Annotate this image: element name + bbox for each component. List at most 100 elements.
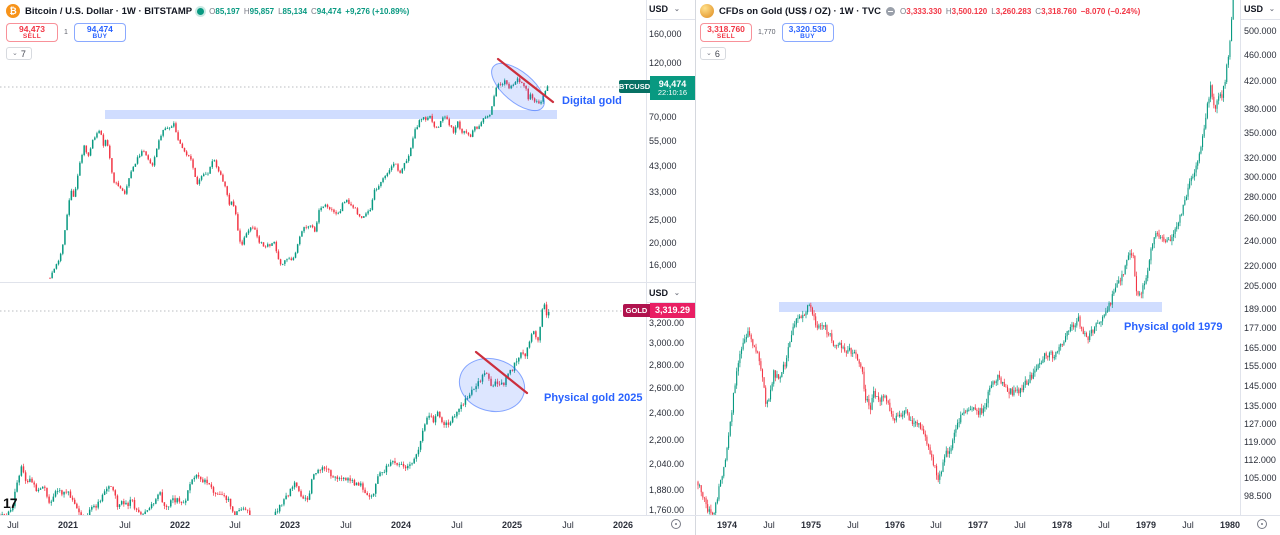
scales-settings-icon[interactable] <box>671 519 681 529</box>
price-scale-currency-button[interactable]: USD ⌄ <box>649 288 680 298</box>
scale-header-underline <box>646 302 695 303</box>
time-axis-border <box>0 515 1280 516</box>
up-candle-bodies <box>1 304 550 515</box>
right-price-scale-separator <box>1240 0 1241 515</box>
btc-sell-button[interactable]: 94,473 SELL <box>6 23 58 42</box>
price-tick-label: 2,600.00 <box>649 383 685 393</box>
time-axis-month-label: Jul <box>7 520 19 530</box>
chevron-down-icon: ⌄ <box>706 50 712 57</box>
time-axis-year-label: 2021 <box>57 520 79 530</box>
price-tick-label: 2,040.00 <box>649 459 685 469</box>
price-tick-label: 460.000 <box>1244 50 1277 60</box>
btc-change: +9,276 (+10.89%) <box>345 6 410 16</box>
price-tick-label: 177.000 <box>1244 323 1277 333</box>
down-candle-wicks <box>49 77 540 279</box>
left-price-scale-separator <box>646 0 647 515</box>
btc-spread: 1 <box>64 29 68 36</box>
gold-ohlc-values: O3,333.330 H3,500.120 L3,260.283 C3,318.… <box>900 6 1141 16</box>
btc-header: ₿ Bitcoin / U.S. Dollar · 1W · BITSTAMP … <box>6 3 409 60</box>
gold-1979-chart-canvas[interactable] <box>697 0 1238 515</box>
gold-change: −8.070 (−0.24%) <box>1080 6 1141 16</box>
market-closed-icon[interactable] <box>886 6 896 16</box>
time-axis-year-label: 1979 <box>1135 520 1157 530</box>
bitcoin-icon: ₿ <box>6 4 20 18</box>
price-tick-label: 1,760.00 <box>649 505 685 515</box>
price-tick-label: 145.000 <box>1244 381 1277 391</box>
down-candle-bodies <box>697 85 1223 515</box>
up-candle-bodies <box>51 78 549 279</box>
gold-spread: 1,770 <box>758 29 776 36</box>
market-open-icon[interactable] <box>197 7 205 15</box>
down-candle-wicks <box>0 301 547 515</box>
last-price-tag: 94,474 22:10:16 <box>650 76 695 100</box>
time-axis-month-label: Jul <box>119 520 131 530</box>
btc-chart-canvas[interactable] <box>0 0 640 283</box>
time-axis-month-label: Jul <box>1182 520 1194 530</box>
price-tick-label: 16,000 <box>649 260 677 270</box>
ellipse-drawing[interactable] <box>453 351 530 418</box>
time-axis-year-label: 2022 <box>169 520 191 530</box>
time-axis-month-label: Jul <box>1098 520 1110 530</box>
btc-symbol-title[interactable]: Bitcoin / U.S. Dollar · 1W · BITSTAMP <box>25 5 193 17</box>
chevron-down-icon: ⌄ <box>674 290 680 297</box>
time-axis-year-label: 2025 <box>501 520 523 530</box>
time-axis-month-label: Jul <box>1014 520 1026 530</box>
price-tick-label: 3,000.00 <box>649 338 685 348</box>
chevron-down-icon: ⌄ <box>12 50 18 57</box>
price-scale-currency-button[interactable]: USD ⌄ <box>649 4 680 14</box>
price-tick-label: 350.000 <box>1244 128 1277 138</box>
price-tick-label: 2,800.00 <box>649 360 685 370</box>
down-candle-bodies <box>3 304 548 515</box>
gold-2025-chart-canvas[interactable] <box>0 283 640 515</box>
time-axis-month-label: Jul <box>562 520 574 530</box>
price-tick-label: 300.000 <box>1244 172 1277 182</box>
gold-indicators-collapse-pill[interactable]: ⌄ 6 <box>700 47 726 60</box>
left-pane-divider[interactable] <box>0 282 695 283</box>
price-tick-label: 43,000 <box>649 161 677 171</box>
gold-symbol-title[interactable]: CFDs on Gold (US$ / OZ) · 1W · TVC <box>719 5 882 17</box>
price-tick-label: 119.000 <box>1244 437 1276 447</box>
support-zone-band[interactable] <box>105 110 557 119</box>
text-annotation[interactable]: Physical gold 1979 <box>1124 321 1223 333</box>
price-tick-label: 105.000 <box>1244 473 1277 483</box>
trendline-drawing[interactable] <box>474 350 529 395</box>
text-annotation[interactable]: Digital gold <box>562 95 622 107</box>
price-scale-currency-button[interactable]: USD ⌄ <box>1244 4 1275 14</box>
btc-buy-button[interactable]: 94,474 BUY <box>73 23 126 42</box>
trendline-drawing[interactable] <box>496 57 555 104</box>
time-axis-year-label: 2026 <box>612 520 634 530</box>
time-axis-year-label: 2024 <box>390 520 412 530</box>
time-axis-year-label: 1980 <box>1219 520 1241 530</box>
ellipse-drawing[interactable] <box>484 55 552 119</box>
price-tick-label: 120,000 <box>649 58 682 68</box>
price-tick-label: 1,880.00 <box>649 485 685 495</box>
time-axis-year-label: 2023 <box>279 520 301 530</box>
time-axis-year-label: 1978 <box>1051 520 1073 530</box>
btc-indicators-collapse-pill[interactable]: ⌄ 7 <box>6 47 32 60</box>
scales-settings-icon[interactable] <box>1257 519 1267 529</box>
time-axis-month-label: Jul <box>229 520 241 530</box>
price-tick-label: 20,000 <box>649 238 677 248</box>
chevron-down-icon: ⌄ <box>674 6 680 13</box>
time-axis-month-label: Jul <box>451 520 463 530</box>
gold-buy-button[interactable]: 3,320.530 BUY <box>781 23 834 42</box>
text-annotation[interactable]: Physical gold 2025 <box>544 392 643 404</box>
symbol-price-badge: BTCUSD <box>618 80 651 93</box>
price-tick-label: 70,000 <box>649 112 677 122</box>
support-zone-band[interactable] <box>779 302 1162 312</box>
time-axis-month-label: Jul <box>763 520 775 530</box>
up-candle-wicks <box>1 302 550 515</box>
price-tick-label: 280.000 <box>1244 192 1277 202</box>
gold-sell-button[interactable]: 3,318.760 SELL <box>700 23 752 42</box>
tradingview-logo: 17 <box>3 495 18 511</box>
price-tick-label: 25,000 <box>649 215 677 225</box>
btc-ohlc-values: O85,197 H95,857 L85,134 C94,474 +9,276 (… <box>209 6 410 16</box>
time-axis-month-label: Jul <box>340 520 352 530</box>
chart-column-divider[interactable] <box>695 0 696 535</box>
gold-cfd-header: CFDs on Gold (US$ / OZ) · 1W · TVC O3,33… <box>700 3 1140 60</box>
price-tick-label: 127.000 <box>1244 419 1277 429</box>
price-tick-label: 135.000 <box>1244 401 1277 411</box>
chevron-down-icon: ⌄ <box>1269 6 1275 13</box>
up-candle-wicks <box>51 76 548 279</box>
